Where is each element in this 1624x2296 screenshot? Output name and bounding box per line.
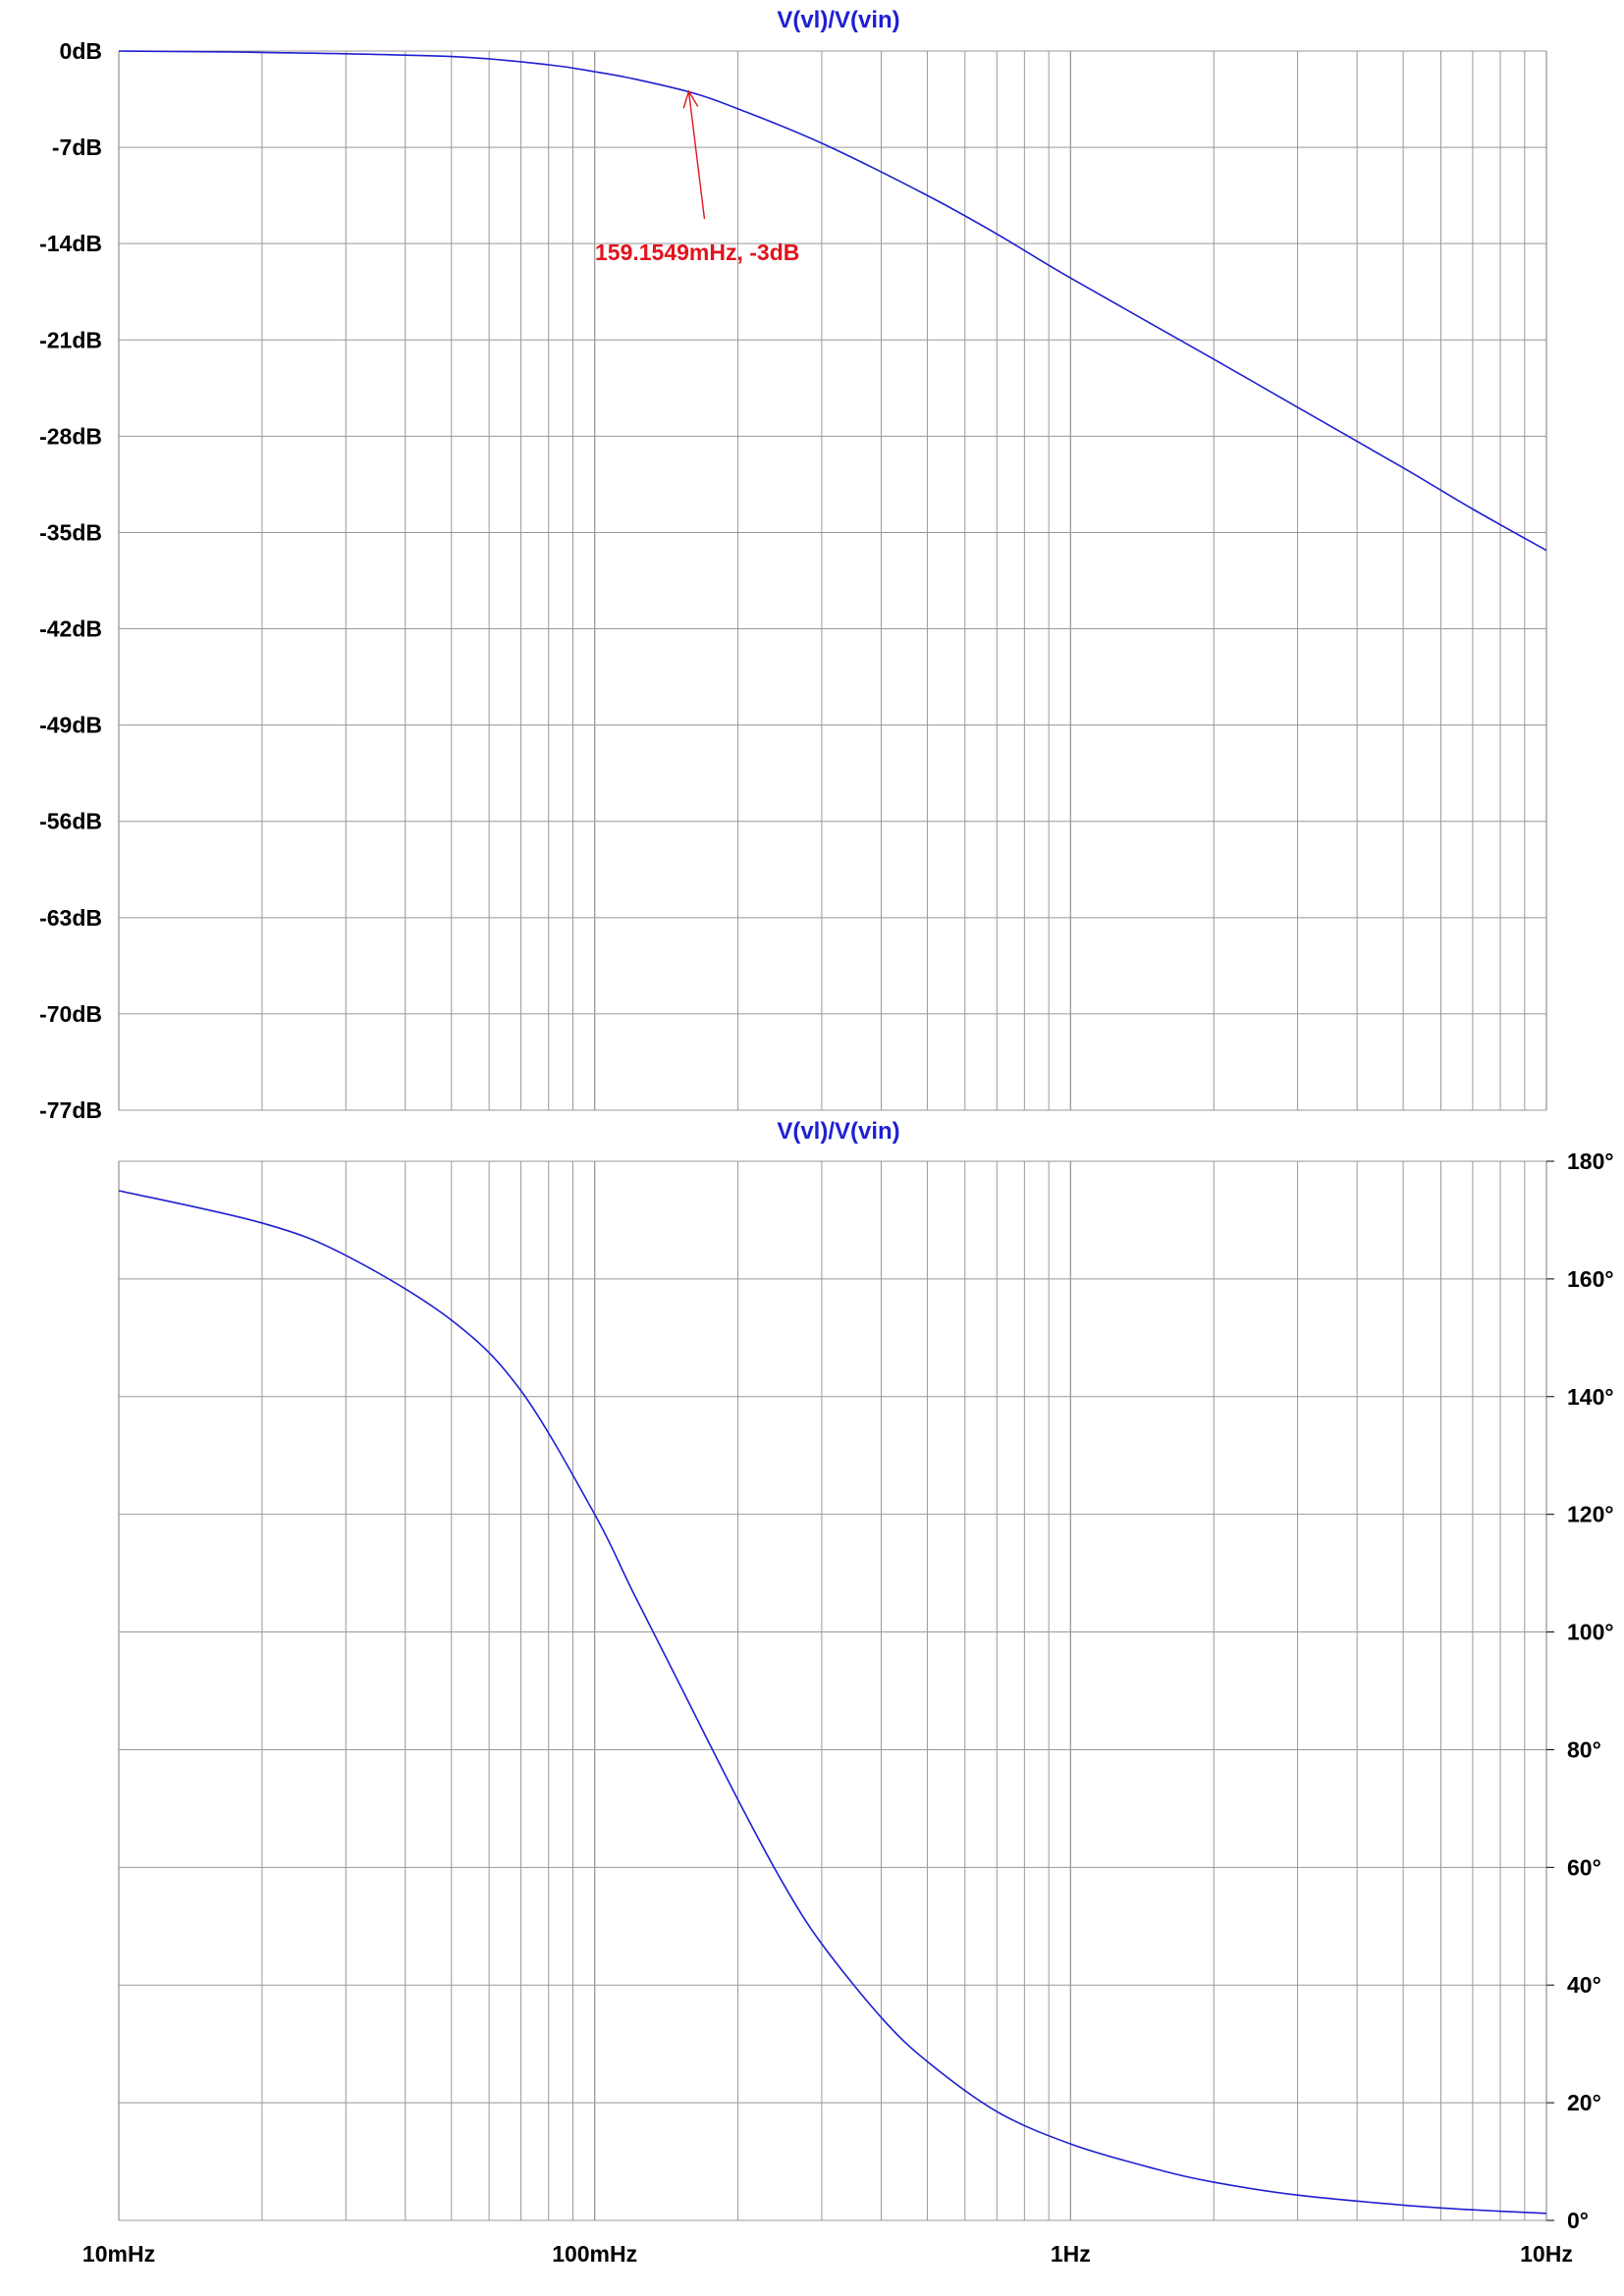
phase-y-tick-label: 0° (1567, 2208, 1589, 2233)
magnitude-trace (118, 50, 1547, 552)
cutoff-annotation: 159.1549mHz, -3dB (595, 89, 799, 265)
magnitude-plot-title: V(vl)/V(vin) (777, 7, 899, 33)
magnitude-y-tick-label: -21dB (39, 327, 102, 352)
phase-y-tick-label: 160° (1567, 1266, 1614, 1292)
phase-y-tick-label: 20° (1567, 2090, 1601, 2115)
phase-trace (118, 1190, 1547, 2215)
magnitude-y-tick-label: -7dB (52, 134, 102, 160)
magnitude-y-tick-label: -56dB (39, 809, 102, 834)
magnitude-y-tick-label: -49dB (39, 713, 102, 738)
phase-y-tick-label: 120° (1567, 1502, 1614, 1527)
frequency-tick-label: 10Hz (1520, 2241, 1573, 2267)
magnitude-y-tick-label: -42dB (39, 616, 102, 642)
phase-grid (118, 1160, 1547, 2221)
phase-y-tick-label: 100° (1567, 1620, 1614, 1645)
frequency-tick-label: 100mHz (552, 2241, 637, 2267)
phase-y-tick-label: 180° (1567, 1148, 1614, 1174)
phase-y-tick-label: 140° (1567, 1384, 1614, 1410)
magnitude-y-tick-label: -70dB (39, 1001, 102, 1027)
magnitude-y-tick-label: -14dB (39, 231, 102, 256)
magnitude-y-tick-labels: 0dB -7dB -14dB -21dB -28dB -35dB -42dB -49dB -56… (39, 38, 102, 1123)
phase-y-tick-label: 60° (1567, 1854, 1601, 1880)
magnitude-grid (118, 50, 1547, 1111)
annotation-arrow-shaft (687, 90, 706, 220)
annotation-label: 159.1549mHz, -3dB (595, 240, 799, 265)
magnitude-y-tick-label: 0dB (60, 38, 102, 64)
frequency-tick-label: 10mHz (82, 2241, 155, 2267)
magnitude-y-tick-label: -35dB (39, 519, 102, 545)
phase-y-tick-label: 40° (1567, 1972, 1601, 1998)
magnitude-panel: 0dB -7dB -14dB -21dB -28dB -35dB -42dB -49dB -56… (39, 7, 1547, 1123)
phase-panel: 180° 160° 140° 120° 100° 80° 60° 40° 20° 0° V(vl)… (82, 1118, 1614, 2267)
magnitude-y-tick-label: -28dB (39, 423, 102, 449)
phase-y-tick-labels: 180° 160° 140° 120° 100° 80° 60° 40° 20° 0° (1546, 1148, 1614, 2233)
frequency-tick-labels: 10mHz 100mHz 1Hz 10Hz (82, 2241, 1573, 2267)
annotation-arrow-head (682, 89, 699, 109)
phase-y-tick-label: 80° (1567, 1736, 1601, 1762)
frequency-tick-label: 1Hz (1051, 2241, 1091, 2267)
phase-plot-title: V(vl)/V(vin) (777, 1118, 899, 1145)
magnitude-y-tick-label: -77dB (39, 1097, 102, 1123)
magnitude-y-tick-label: -63dB (39, 905, 102, 931)
